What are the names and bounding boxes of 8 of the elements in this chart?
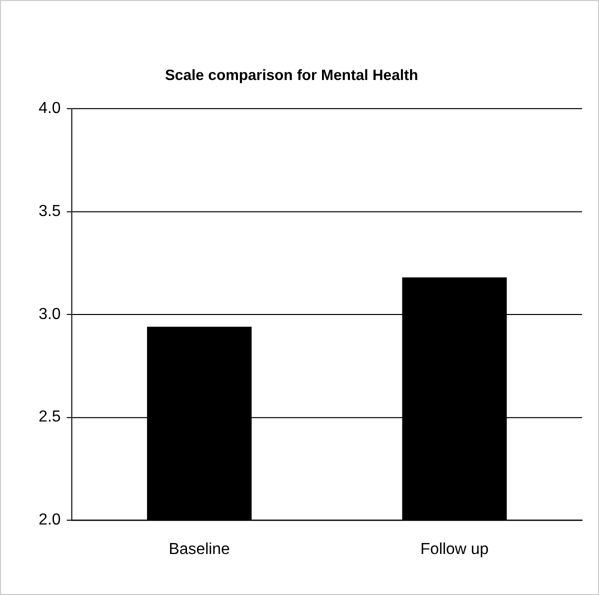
y-tick-label: 2.0 [38,512,61,529]
y-tick-label: 3.0 [38,306,61,323]
y-tick-label: 3.5 [38,202,61,220]
chart-title: Scale comparison for Mental Health [164,66,418,84]
y-tick-label: 2.5 [38,408,61,426]
x-tick-label: Baseline [168,541,230,558]
y-tick-label: 4.0 [38,100,61,118]
x-tick-label: Follow up [420,541,489,558]
